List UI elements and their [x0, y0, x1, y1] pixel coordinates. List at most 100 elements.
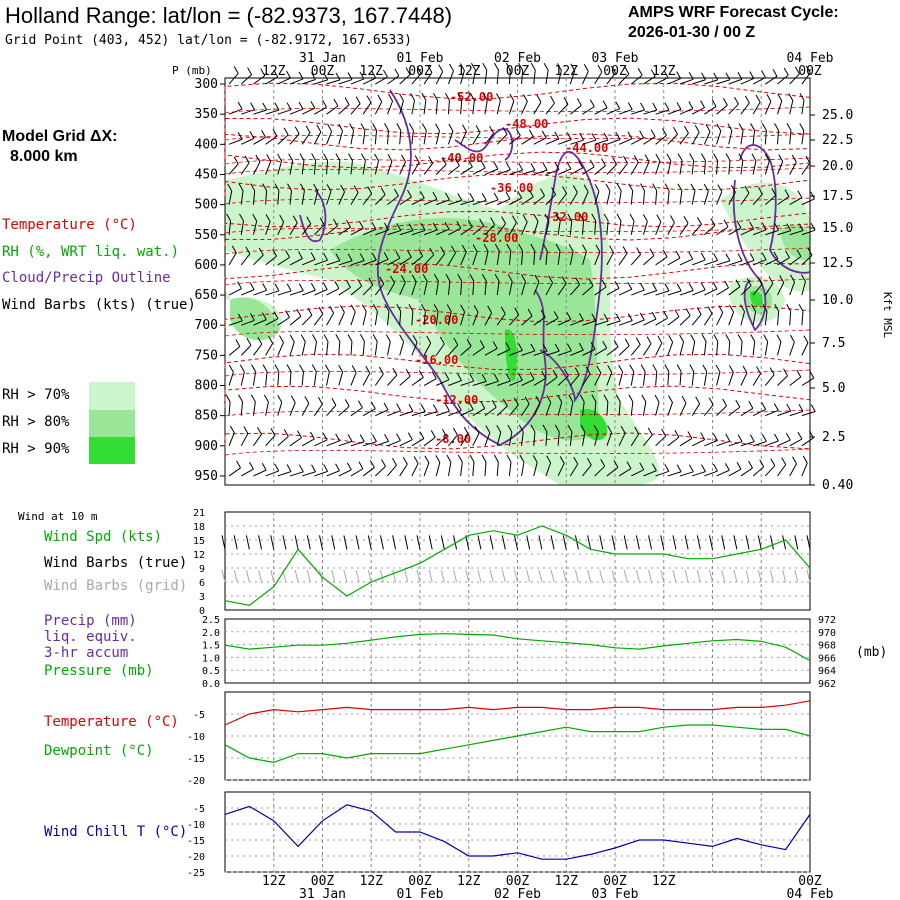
wind-barb [338, 406, 350, 417]
wind-barb [265, 76, 278, 85]
wind-barb [484, 100, 488, 115]
wind-barb-flag [227, 183, 233, 192]
wind-barb-flag [769, 367, 775, 375]
wind-barb [484, 348, 498, 356]
wind-barb-flag [620, 425, 626, 434]
wind-barb [728, 78, 743, 85]
wind-barb [691, 224, 702, 236]
wind-barb [606, 220, 609, 235]
temperature-contour-label: -12.00 [435, 393, 478, 407]
wind-barb [241, 468, 254, 477]
temperature-contour-label: -8.00 [435, 432, 471, 446]
wind-barb-flag [243, 426, 249, 434]
wind-barb-flag [491, 400, 497, 408]
wind-barb [509, 169, 523, 175]
wind-barb [569, 284, 581, 296]
wind-barb-flag [707, 306, 713, 314]
wind-barb-grid [453, 569, 458, 583]
wind-barb [703, 160, 706, 175]
wind-barb-flag [652, 183, 658, 191]
wind-barb-flag [298, 283, 304, 291]
pressure-tick-label: 900 [195, 439, 218, 454]
wind-barb-flag [416, 66, 422, 74]
wind-barb-flag [495, 93, 501, 101]
wind-barb-flag [237, 313, 243, 322]
wind-barb-flag [359, 334, 365, 342]
wind-barb-flag [601, 279, 607, 288]
wind-barb-flag [344, 97, 350, 106]
wind-barb-grid [599, 569, 604, 583]
wind-barb-flag [349, 123, 355, 131]
wind-barb-flag [286, 364, 292, 372]
wind-barb-flag [518, 343, 523, 351]
wind-barb-flag [509, 93, 515, 102]
wind-barb-flag [696, 307, 702, 315]
wind-barb [703, 313, 713, 326]
wind-barb [594, 320, 609, 326]
wind-barb [557, 401, 563, 416]
wind-barb [630, 220, 635, 235]
wind-barb-flag [639, 462, 645, 470]
wind-barb-flag [703, 183, 709, 192]
wind-barb-flag [429, 247, 435, 256]
wind-barb-flag [360, 153, 366, 161]
wind-barb [704, 440, 718, 447]
wind-barb-flag [729, 304, 735, 313]
wind-barb-flag [689, 364, 695, 372]
wind-barb [521, 250, 524, 265]
wind-barb [703, 341, 707, 356]
wind-barb-flag [708, 397, 714, 406]
wind-barb-flag [427, 65, 433, 73]
pressure-tick-label: 970 [818, 628, 836, 639]
wind-barb-flag [618, 364, 624, 373]
wind-barb-flag [418, 248, 424, 257]
wind-barb [302, 471, 316, 477]
wind-barb-flag [566, 132, 572, 140]
wind-barb [350, 260, 365, 266]
wind-barb-flag [542, 162, 548, 171]
wind-barb [362, 284, 374, 296]
rh70-swatch [89, 382, 135, 410]
wind-barb-flag [419, 431, 425, 439]
wind-barb [801, 130, 805, 145]
wind-barb-flag [805, 155, 811, 164]
wind-barb [521, 281, 526, 296]
wind-barb [789, 281, 795, 296]
wind-barb [630, 254, 641, 266]
wind-barb [740, 78, 754, 85]
wind-barb-flag [444, 221, 450, 230]
wind-barb-flag [725, 153, 731, 161]
wind-barb [423, 130, 427, 145]
wind-barb-flag [467, 159, 473, 168]
wind-barb-flag [716, 123, 722, 132]
wind-barb [496, 349, 511, 356]
wind-barb [277, 317, 290, 326]
wind-barb-flag [783, 67, 789, 76]
wind-barb-flag [457, 273, 463, 282]
wind-barb-flag [627, 313, 633, 321]
wind-barb-flag [518, 243, 524, 252]
wind-speed-tick-label: 3 [199, 592, 205, 603]
wind-barb-flag [506, 243, 512, 252]
wind-barb [362, 408, 376, 417]
wind-barb-grid [721, 569, 726, 583]
wind-barb [509, 349, 523, 356]
wind-barb-flag [722, 398, 728, 407]
wind-barb [679, 132, 689, 145]
wind-barb [497, 169, 511, 175]
wind-barb [228, 220, 232, 235]
wind-barb-flag [677, 153, 683, 161]
wind-barb [313, 131, 322, 145]
wind-barb-flag [641, 394, 647, 403]
wind-barb [375, 409, 389, 417]
wind-barb [508, 461, 512, 477]
wind-barb-flag [249, 131, 255, 139]
wind-barb [618, 138, 633, 145]
wind-barb-flag [662, 249, 668, 258]
wind-barb-flag [640, 102, 646, 111]
wind-barb-flag [724, 280, 729, 289]
wind-barb-flag [629, 213, 635, 222]
wind-barb-flag [346, 219, 351, 228]
wind-barb [618, 468, 632, 477]
wind-barb-flag [451, 245, 456, 254]
